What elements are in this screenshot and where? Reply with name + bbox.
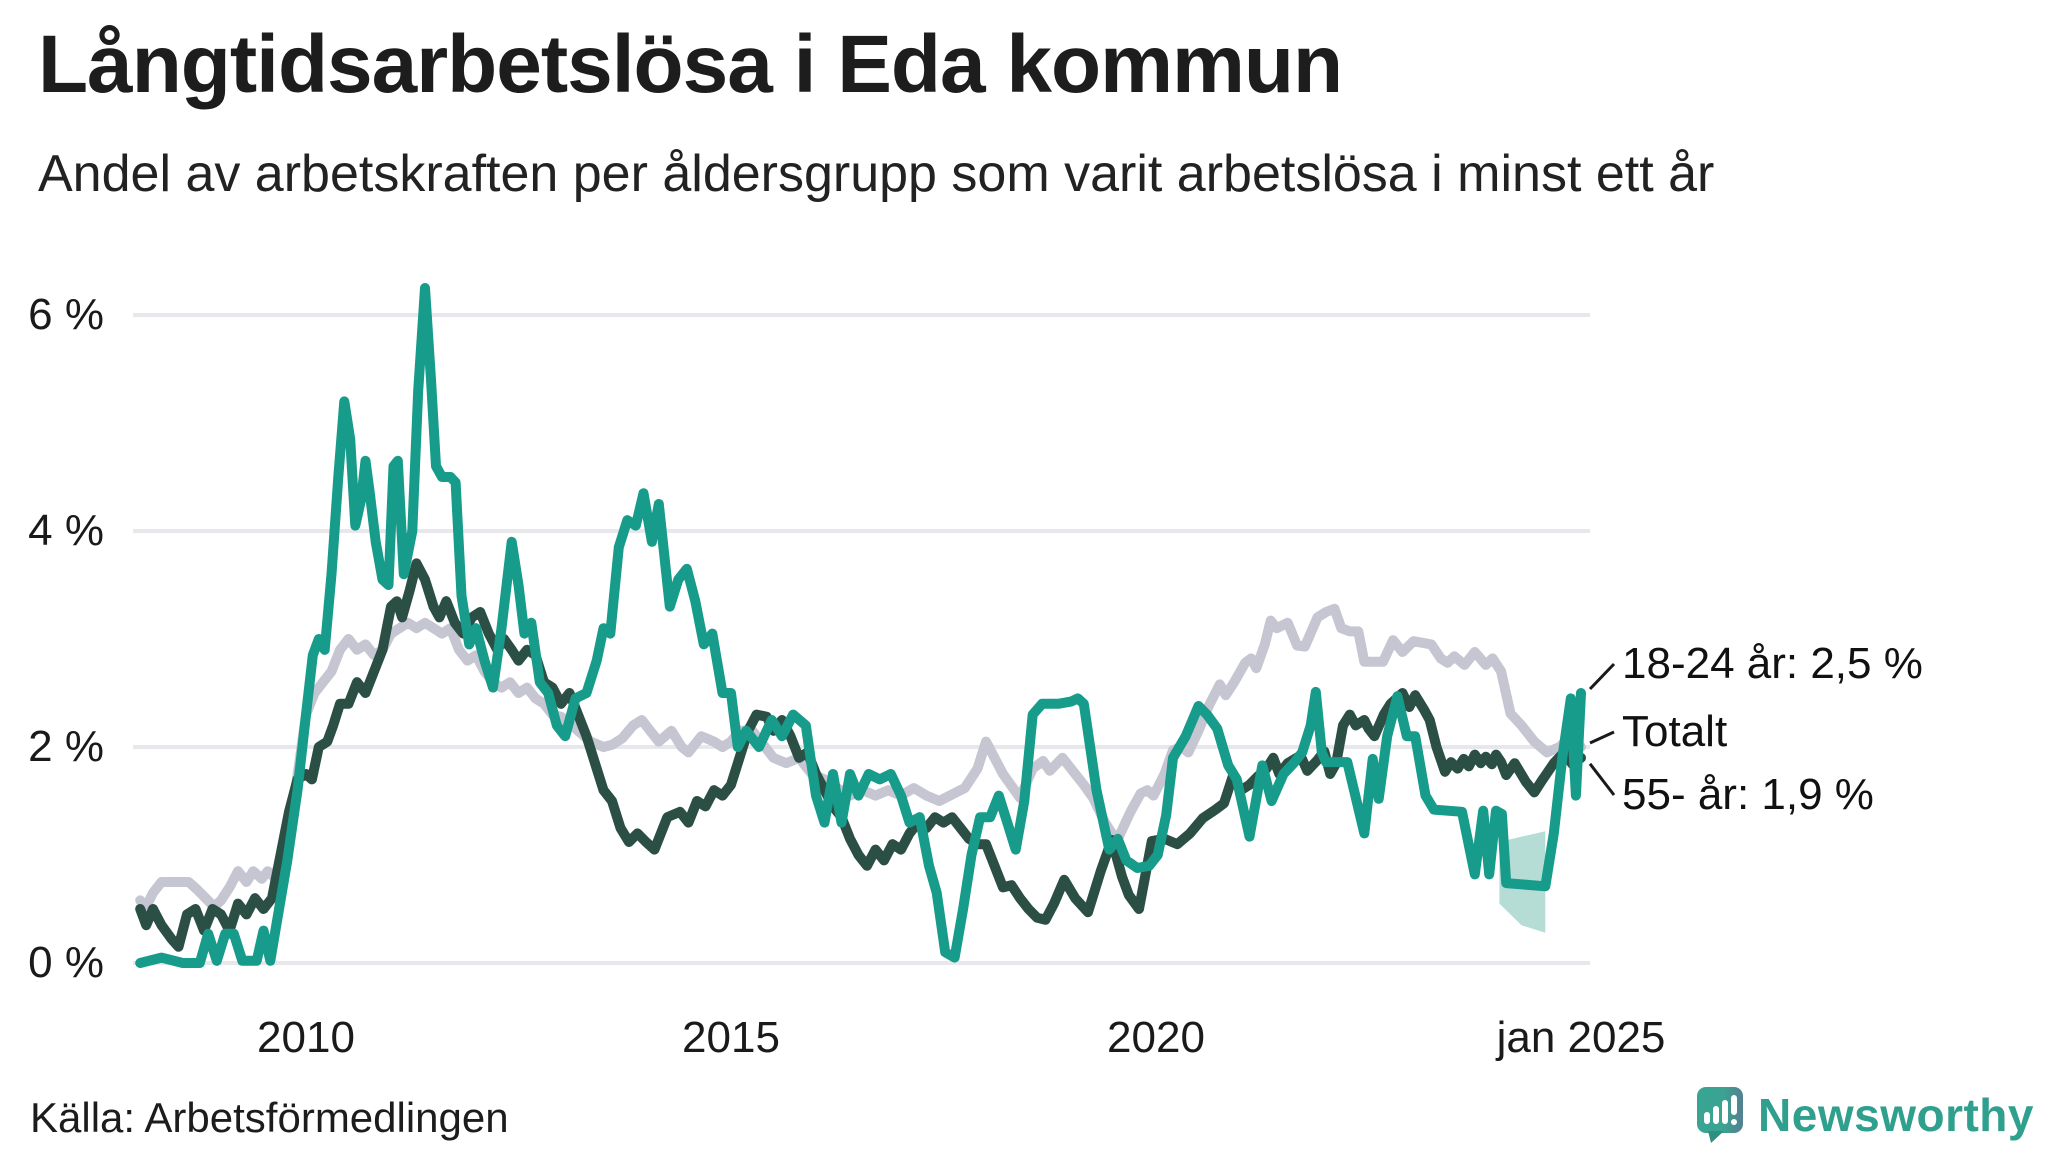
series-end-label-18-24: 18-24 år: 2,5 % <box>1622 639 1923 688</box>
logo-bubble-tail <box>1708 1131 1725 1143</box>
y-axis-tick-label: 2 % <box>28 722 104 771</box>
x-axis-tick-label: jan 2025 <box>1496 1013 1666 1062</box>
y-axis-tick-label: 6 % <box>28 290 104 339</box>
page-title: Långtidsarbetslösa i Eda kommun <box>38 19 1343 110</box>
logo-exclamation-dot <box>1731 1119 1738 1125</box>
series-line-55 <box>135 558 1586 952</box>
x-axis-tick-label: 2010 <box>257 1013 355 1062</box>
end-label-connector-55 <box>1588 762 1616 796</box>
series-end-label-55: 55- år: 1,9 % <box>1622 770 1874 819</box>
x-axis-tick-label: 2020 <box>1107 1013 1205 1062</box>
logo-bar-2 <box>1713 1106 1720 1124</box>
end-label-connector-totalt <box>1589 730 1615 745</box>
end-label-connector-18-24 <box>1588 662 1616 691</box>
newsworthy-wordmark: Newsworthy <box>1758 1089 2034 1141</box>
logo-bar-1 <box>1704 1112 1711 1124</box>
newsworthy-logo-icon <box>1697 1087 1744 1143</box>
logo-bar-3 <box>1722 1100 1729 1124</box>
logo-exclamation-bar <box>1731 1095 1738 1115</box>
x-axis-tick-label: 2015 <box>682 1013 780 1062</box>
source-note: Källa: Arbetsförmedlingen <box>30 1094 509 1141</box>
series-end-label-totalt: Totalt <box>1622 707 1728 756</box>
y-axis-tick-label: 4 % <box>28 506 104 555</box>
chart-subtitle: Andel av arbetskraften per åldersgrupp s… <box>38 145 1715 203</box>
y-axis-tick-label: 0 % <box>28 938 104 987</box>
series-line-18-24 <box>135 283 1586 968</box>
newsworthy-logo: Newsworthy <box>1696 1086 2034 1144</box>
